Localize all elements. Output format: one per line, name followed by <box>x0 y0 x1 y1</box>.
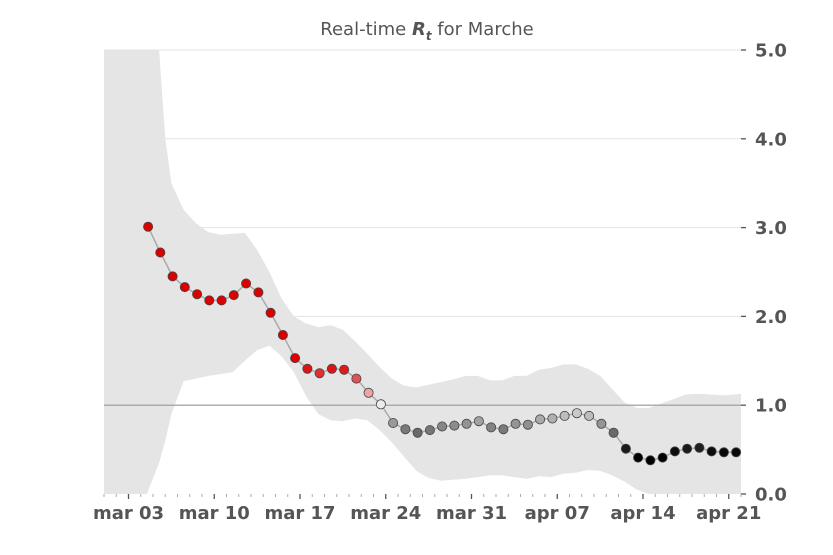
data-point-32 <box>535 414 546 425</box>
data-point-35 <box>571 408 582 419</box>
x-tick-label-6: apr 14 <box>610 503 675 524</box>
data-point-29 <box>498 424 509 435</box>
x-tick-label-3: mar 24 <box>350 503 421 524</box>
data-point-34 <box>559 410 570 421</box>
data-point-40 <box>633 452 644 463</box>
data-point-11 <box>277 329 288 340</box>
data-point-41 <box>645 455 656 466</box>
data-point-12 <box>290 353 301 364</box>
x-tick-label-2: mar 17 <box>264 503 335 524</box>
data-point-30 <box>510 418 521 429</box>
data-point-47 <box>718 447 729 458</box>
credible-band <box>104 50 741 494</box>
data-point-43 <box>669 446 680 457</box>
data-point-25 <box>449 420 460 431</box>
data-point-24 <box>437 421 448 432</box>
data-point-17 <box>351 373 362 384</box>
data-point-26 <box>461 418 472 429</box>
data-point-3 <box>179 282 190 293</box>
data-point-7 <box>228 290 239 301</box>
y-tick-label-3: 3.0 <box>755 218 787 239</box>
x-tick-label-4: mar 31 <box>436 503 507 524</box>
data-point-16 <box>339 364 350 375</box>
data-point-23 <box>424 425 435 436</box>
data-point-38 <box>608 427 619 438</box>
data-point-19 <box>375 399 386 410</box>
y-tick-label-1: 1.0 <box>755 396 787 417</box>
data-points <box>143 221 742 466</box>
x-tick-label-5: apr 07 <box>525 503 590 524</box>
data-point-46 <box>706 446 717 457</box>
y-axis-ticks: 0.0 1.0 2.0 3.0 4.0 5.0 <box>741 41 787 506</box>
data-point-5 <box>204 295 215 306</box>
credible-band-layer <box>104 50 741 494</box>
data-point-13 <box>302 363 313 374</box>
data-point-42 <box>657 452 668 463</box>
data-point-1 <box>155 247 166 258</box>
data-point-2 <box>167 271 178 282</box>
x-axis-ticks: mar 03 mar 10 mar 17 mar 24 mar 31 apr 07 apr … <box>93 494 761 524</box>
data-point-15 <box>326 363 337 374</box>
data-point-4 <box>192 289 203 300</box>
data-point-48 <box>731 447 742 458</box>
data-point-45 <box>694 442 705 453</box>
data-point-28 <box>486 422 497 433</box>
data-point-33 <box>547 413 558 424</box>
data-point-31 <box>522 419 533 430</box>
x-tick-label-0: mar 03 <box>93 503 164 524</box>
data-point-0 <box>143 221 154 232</box>
y-tick-label-5: 5.0 <box>755 41 787 62</box>
data-point-44 <box>682 443 693 454</box>
data-point-36 <box>584 410 595 421</box>
y-tick-label-4: 4.0 <box>755 129 787 150</box>
y-tick-label-0: 0.0 <box>755 485 787 506</box>
data-point-10 <box>265 307 276 318</box>
data-point-9 <box>253 287 264 298</box>
data-point-21 <box>400 424 411 435</box>
data-point-8 <box>241 278 252 289</box>
data-point-18 <box>363 387 374 398</box>
chart-title: Real-time Rt for Marche <box>320 19 533 43</box>
data-point-39 <box>620 443 631 454</box>
data-point-6 <box>216 295 227 306</box>
x-tick-label-1: mar 10 <box>179 503 250 524</box>
data-point-20 <box>388 417 399 428</box>
data-point-27 <box>473 416 484 427</box>
data-point-14 <box>314 368 325 379</box>
data-point-22 <box>412 427 423 438</box>
y-tick-label-2: 2.0 <box>755 307 787 328</box>
data-point-37 <box>596 418 607 429</box>
x-tick-label-7: apr 21 <box>696 503 761 524</box>
